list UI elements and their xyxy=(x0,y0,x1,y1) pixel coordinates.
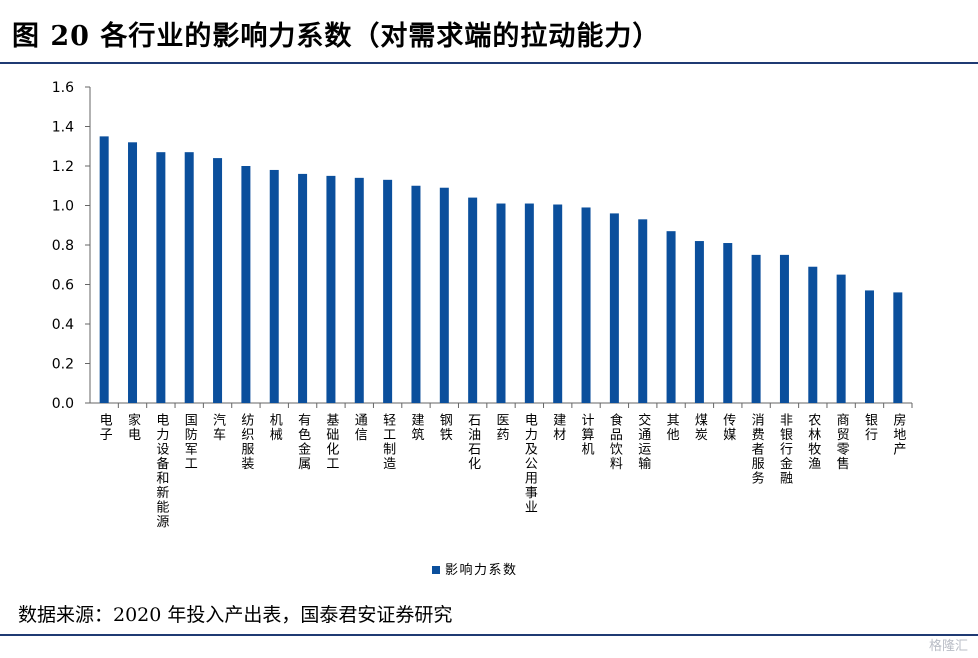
bar xyxy=(694,241,704,403)
y-tick-label: 0.2 xyxy=(52,357,74,373)
bar xyxy=(213,158,223,403)
x-tick-label: 消费者服务 xyxy=(749,413,765,486)
x-tick-label: 房地产 xyxy=(890,412,906,456)
x-tick-label: 通信 xyxy=(352,413,368,442)
bar xyxy=(411,185,421,403)
x-tick-label: 家电 xyxy=(125,412,141,442)
bar xyxy=(779,254,789,403)
bar xyxy=(298,173,308,403)
x-tick-label: 基础化工 xyxy=(323,413,339,471)
bar xyxy=(638,219,648,403)
x-tick-label: 机械 xyxy=(267,413,283,442)
bar xyxy=(553,204,563,403)
x-tick-label: 钢铁 xyxy=(437,413,453,442)
x-tick-label: 非银行金融 xyxy=(777,413,793,486)
y-tick-label: 0.6 xyxy=(52,278,74,294)
bar xyxy=(156,152,166,403)
x-tick-label: 国防军工 xyxy=(182,413,198,471)
y-tick-label: 1.2 xyxy=(52,159,74,175)
x-tick-label: 有色金属 xyxy=(295,413,311,471)
y-tick-label: 1.0 xyxy=(52,199,74,215)
chart-title: 图 20 各行业的影响力系数（对需求端的拉动能力） xyxy=(12,21,661,52)
x-tick-label: 电力设备和新能源 xyxy=(153,413,169,529)
x-tick-label: 轻工制造 xyxy=(380,413,396,471)
bar xyxy=(524,203,534,403)
y-tick-label: 0.8 xyxy=(52,238,74,254)
bar xyxy=(439,187,449,403)
x-tick-label: 电力及公用事业 xyxy=(522,413,538,515)
bar xyxy=(326,175,336,403)
watermark-logo: 格隆汇 xyxy=(928,639,968,654)
bar xyxy=(609,213,619,403)
bar xyxy=(864,290,874,403)
bar xyxy=(723,243,733,403)
bar xyxy=(808,266,818,403)
bar-chart: 0.0 0.2 0.4 0.6 0.8 1.0 1.2 1.4 1.6 电子 家电 电力设备和新能源国… xyxy=(52,80,913,578)
x-tick-label: 其他 xyxy=(664,413,680,442)
x-tick-label: 银行 xyxy=(862,413,878,442)
footer-divider xyxy=(0,634,978,636)
y-tick-label: 1.4 xyxy=(52,120,74,136)
bar xyxy=(269,169,279,403)
x-tick-label: 传媒 xyxy=(720,413,736,442)
legend-label: 影响力系数 xyxy=(445,562,518,578)
title-divider xyxy=(0,62,978,64)
x-tick-label: 纺织服装 xyxy=(238,413,254,471)
source-note: 数据来源：2020 年投入产出表，国泰君安证券研究 xyxy=(18,604,453,626)
bar xyxy=(99,136,109,403)
x-tick-label: 建材 xyxy=(550,413,566,442)
bar xyxy=(468,197,478,403)
x-tick-label: 医药 xyxy=(494,413,510,442)
x-tick-label: 电子 xyxy=(97,413,113,442)
x-tick-label: 石油石化 xyxy=(465,413,481,471)
legend-swatch xyxy=(432,566,440,574)
x-tick-label: 农林牧渔 xyxy=(805,413,821,471)
x-tick-label: 汽车 xyxy=(210,413,226,442)
bar xyxy=(383,179,393,403)
bar xyxy=(581,207,591,403)
x-tick-label: 食品饮料 xyxy=(607,412,623,471)
x-tick-label: 计算机 xyxy=(579,413,595,457)
bar xyxy=(666,231,676,403)
x-tick-label: 商贸零售 xyxy=(834,413,850,471)
bar xyxy=(751,254,761,403)
x-tick-label: 建筑 xyxy=(408,413,424,442)
bar xyxy=(184,152,194,403)
x-tick-label: 交通运输 xyxy=(635,412,651,471)
bar xyxy=(354,177,364,403)
y-tick-label: 0.0 xyxy=(52,396,74,412)
y-tick-label: 0.4 xyxy=(52,317,74,333)
bar xyxy=(241,166,251,403)
bar xyxy=(836,274,846,403)
x-tick-label: 煤炭 xyxy=(692,413,708,442)
bar xyxy=(893,292,903,403)
y-tick-label: 1.6 xyxy=(52,80,74,96)
bar xyxy=(496,203,506,403)
bar xyxy=(128,142,138,404)
